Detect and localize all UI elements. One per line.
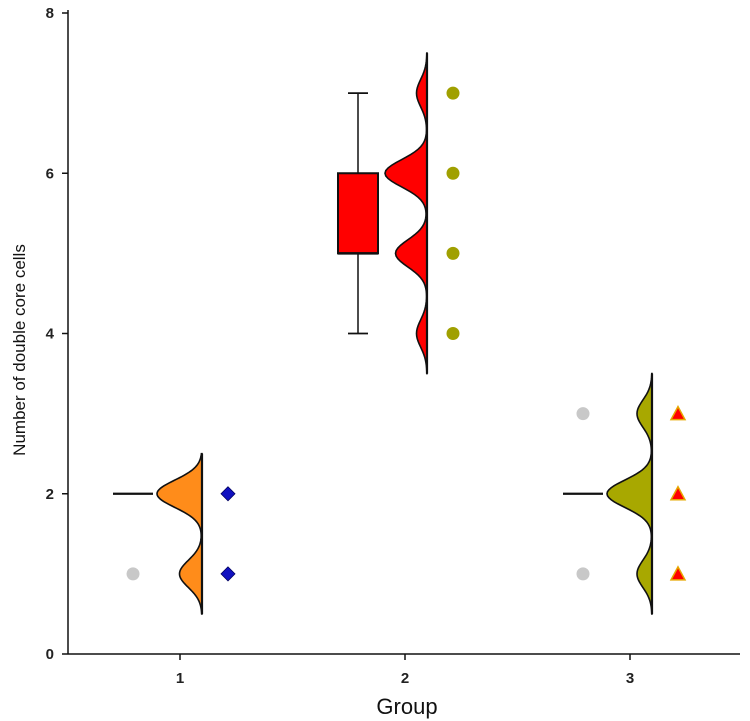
y-tick-label: 4 (46, 326, 55, 343)
data-point-3 (669, 405, 687, 421)
y-axis-label: Number of double core cells (10, 244, 29, 456)
x-tick-label: 1 (176, 670, 184, 687)
data-point-2 (446, 86, 460, 100)
data-point-1 (220, 486, 236, 502)
y-tick-label: 0 (46, 646, 54, 663)
plot-area (113, 52, 687, 615)
data-point-2 (446, 327, 460, 340)
x-tick-label: 3 (626, 670, 634, 687)
density-cloud-1 (156, 452, 203, 615)
x-tick-label: 2 (401, 670, 409, 687)
axes: 0 2 4 6 8 1 2 3 (46, 5, 740, 687)
data-point-2 (446, 166, 460, 180)
box-2 (337, 172, 379, 255)
data-point-3 (669, 565, 687, 581)
x-axis-label: Group (376, 694, 437, 719)
y-tick-label: 8 (46, 5, 54, 22)
y-tick-label: 2 (46, 486, 54, 503)
data-point-2 (446, 246, 460, 260)
outlier-point (576, 407, 590, 421)
density-cloud-2 (384, 52, 428, 375)
density-cloud-3 (606, 372, 653, 615)
data-point-3 (669, 485, 687, 501)
outlier-point (126, 567, 140, 581)
data-point-1 (220, 566, 236, 582)
y-tick-label: 6 (46, 165, 54, 182)
outlier-point (576, 567, 590, 581)
